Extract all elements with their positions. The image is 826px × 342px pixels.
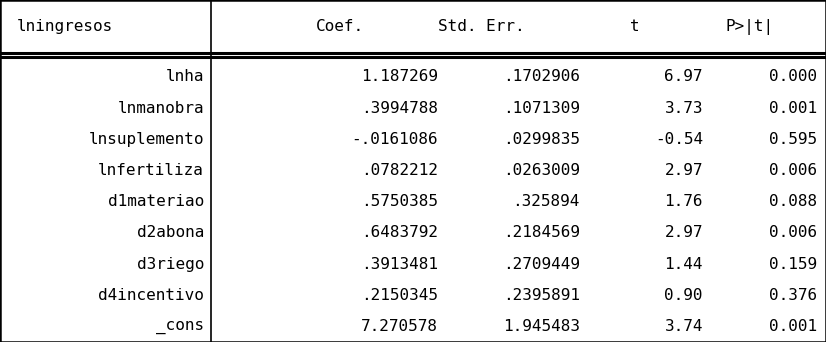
Text: lnha: lnha (165, 69, 204, 84)
Text: lnfertiliza: lnfertiliza (98, 163, 204, 178)
Text: .0782212: .0782212 (361, 163, 439, 178)
Text: .325894: .325894 (512, 194, 580, 209)
Text: .3994788: .3994788 (361, 101, 439, 116)
Text: 0.006: 0.006 (769, 225, 817, 240)
Text: 0.088: 0.088 (769, 194, 817, 209)
Text: 0.376: 0.376 (769, 288, 817, 303)
Text: lnmanobra: lnmanobra (117, 101, 204, 116)
Text: .2395891: .2395891 (503, 288, 580, 303)
Text: .5750385: .5750385 (361, 194, 439, 209)
Text: .6483792: .6483792 (361, 225, 439, 240)
Text: lnsuplemento: lnsuplemento (88, 132, 204, 147)
Text: 0.006: 0.006 (769, 163, 817, 178)
Text: 1.945483: 1.945483 (503, 319, 580, 334)
Text: 0.001: 0.001 (769, 101, 817, 116)
Text: .2150345: .2150345 (361, 288, 439, 303)
Text: d3riego: d3riego (136, 256, 204, 272)
Text: d2abona: d2abona (136, 225, 204, 240)
Text: lningresos: lningresos (17, 19, 113, 34)
Text: 0.159: 0.159 (769, 256, 817, 272)
Text: 7.270578: 7.270578 (361, 319, 439, 334)
Text: 1.76: 1.76 (664, 194, 703, 209)
Text: 0.90: 0.90 (664, 288, 703, 303)
Text: Std. Err.: Std. Err. (438, 19, 525, 34)
Text: .1702906: .1702906 (503, 69, 580, 84)
Text: .0263009: .0263009 (503, 163, 580, 178)
Text: 0.000: 0.000 (769, 69, 817, 84)
Text: 0.001: 0.001 (769, 319, 817, 334)
Text: .0299835: .0299835 (503, 132, 580, 147)
Text: _cons: _cons (156, 319, 204, 334)
Text: Coef.: Coef. (316, 19, 364, 34)
Text: 2.97: 2.97 (664, 225, 703, 240)
Text: d1materiao: d1materiao (107, 194, 204, 209)
Text: .3913481: .3913481 (361, 256, 439, 272)
Text: 6.97: 6.97 (664, 69, 703, 84)
Text: .2709449: .2709449 (503, 256, 580, 272)
Text: .2184569: .2184569 (503, 225, 580, 240)
Text: 0.595: 0.595 (769, 132, 817, 147)
Text: -.0161086: -.0161086 (352, 132, 439, 147)
Text: t: t (630, 19, 640, 34)
Text: 1.187269: 1.187269 (361, 69, 439, 84)
Text: 3.74: 3.74 (664, 319, 703, 334)
Text: 3.73: 3.73 (664, 101, 703, 116)
Text: P>|t|: P>|t| (725, 18, 773, 35)
Text: 1.44: 1.44 (664, 256, 703, 272)
Text: 2.97: 2.97 (664, 163, 703, 178)
Text: -0.54: -0.54 (655, 132, 703, 147)
Text: d4incentivo: d4incentivo (98, 288, 204, 303)
Text: .1071309: .1071309 (503, 101, 580, 116)
